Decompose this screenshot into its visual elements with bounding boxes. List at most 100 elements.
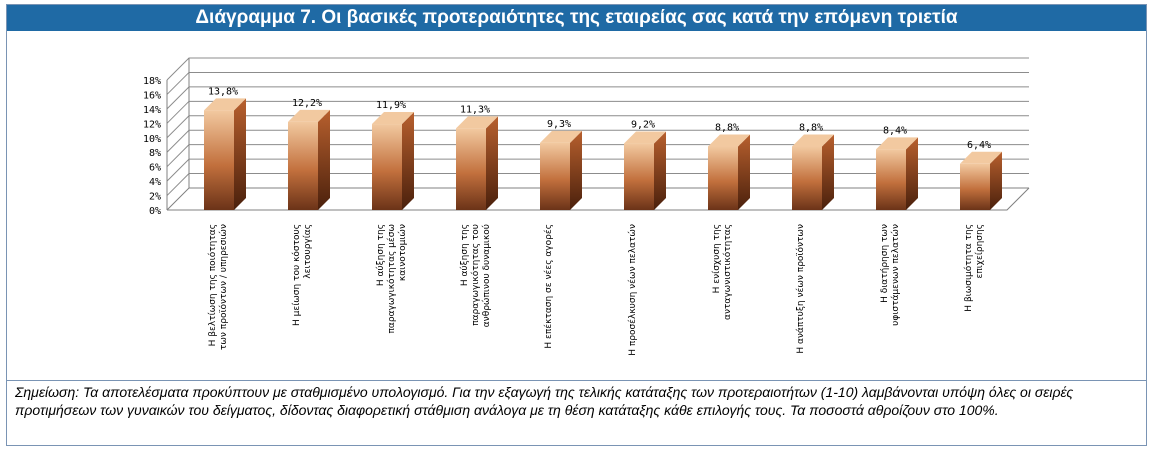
bar-front — [792, 146, 822, 210]
bar-top — [708, 134, 750, 147]
floor-front-edge — [167, 187, 1030, 211]
bar — [456, 116, 498, 210]
category-label: Η αύξηση τηςπαραγωγικότητας τουανθρώπινο… — [459, 224, 492, 327]
y-tick-label: 0% — [149, 206, 161, 217]
bar — [960, 151, 1002, 210]
gridline — [166, 57, 1029, 81]
chart-title: Διάγραμμα 7. Οι βασικές προτεραιότητες τ… — [7, 5, 1146, 31]
note-divider — [7, 380, 1146, 381]
bar-side — [402, 112, 414, 210]
bar-front — [624, 143, 654, 210]
category-label-line: Η επέκταση σε νέες αγορές — [543, 224, 554, 349]
category-label-line: επιχείρησης — [975, 224, 985, 279]
category-label-line: Η ενίσχυση της — [712, 224, 722, 293]
category-label: Η ανάπτυξη νέων προϊόντων — [795, 224, 806, 354]
bar-side — [234, 98, 246, 210]
category-label: Η διατήρηση τωνυφιστάμενων πελατών — [880, 224, 901, 326]
bar-side — [906, 137, 918, 210]
bar — [708, 134, 750, 210]
category-label: Η μείωση του κόστουςλειτουργίας — [291, 224, 313, 326]
bar-top — [876, 137, 918, 150]
value-label: 9,3% — [547, 119, 571, 130]
value-label: 11,9% — [376, 100, 406, 111]
bar-top — [372, 112, 414, 125]
y-axis-ticks: 0% 2% 4% 6% 8% 10% 12% 14% 16% 18% — [143, 76, 161, 217]
y-tick-label: 16% — [143, 90, 161, 101]
y-tick-label: 4% — [149, 177, 161, 188]
gridline — [166, 71, 1029, 95]
category-label-line: παραγωγικότητας του — [470, 224, 481, 326]
bar — [876, 137, 918, 210]
bar-top — [204, 98, 246, 111]
category-label-line: Η μείωση του κόστους — [291, 224, 302, 326]
chart-frame: Διάγραμμα 7. Οι βασικές προτεραιότητες τ… — [6, 4, 1147, 446]
bar — [372, 112, 414, 210]
y-tick-label: 2% — [149, 192, 161, 203]
y-tick-label: 10% — [143, 134, 161, 145]
category-label-line: Η προσέλκυση νέων πελατών — [627, 224, 638, 356]
category-label: Η βιωσιμότητα τηςεπιχείρησης — [963, 224, 985, 312]
bar-front — [708, 146, 738, 210]
bar — [288, 109, 330, 210]
bar-top — [540, 130, 582, 143]
category-label-line: υφιστάμενων πελατών — [890, 224, 901, 326]
y-tick-label: 6% — [149, 163, 161, 174]
category-label-line: Η αύξηση της — [459, 224, 470, 286]
bar-top — [624, 131, 666, 144]
bar-side — [990, 151, 1002, 210]
bar — [204, 98, 246, 210]
category-label-line: Η βιωσιμότητα της — [963, 224, 974, 312]
bar-front — [540, 142, 570, 210]
value-label: 8,8% — [799, 122, 823, 133]
category-label-line: των προϊόντων / υπηρεσιών — [218, 224, 229, 350]
bar-front — [372, 124, 402, 210]
category-label-line: ανταγωνιστικότητας — [722, 224, 733, 320]
category-label-line: καινοτομιών — [397, 224, 408, 281]
bar — [792, 134, 834, 210]
bar-top — [456, 116, 498, 129]
category-label-line: ανθρώπινου δυναμικού — [481, 224, 492, 327]
category-label: Η αύξηση τηςπαραγωγικότητας μέσωκαινοτομ… — [375, 224, 408, 334]
bar-front — [876, 149, 906, 210]
bar-side — [486, 116, 498, 210]
bar-side — [570, 130, 582, 210]
value-label: 8,4% — [883, 125, 907, 136]
bar-chart: 0% 2% 4% 6% 8% 10% 12% 14% 16% 18% 13,8% 12,2% 11,9… — [143, 57, 1030, 356]
bar-top — [288, 109, 330, 122]
y-tick-label: 8% — [149, 148, 161, 159]
bar-top — [792, 134, 834, 147]
category-label-line: Η διατήρηση των — [880, 224, 890, 303]
category-label: Η προσέλκυση νέων πελατών — [627, 224, 638, 356]
category-label-line: λειτουργίας — [303, 224, 313, 279]
bar-front — [204, 110, 234, 210]
bar-side — [318, 109, 330, 210]
category-labels: Η βελτίωση της ποιότηταςτων προϊόντων / … — [207, 224, 985, 356]
bars — [204, 98, 1002, 210]
category-label-line: Η αύξηση της — [375, 224, 386, 286]
value-label: 12,2% — [292, 98, 322, 109]
value-labels: 13,8% 12,2% 11,9% 11,3% 9,3% 9,2% 8,8% 8,8% 8,4%… — [208, 86, 991, 150]
category-label-line: παραγωγικότητας μέσω — [386, 224, 397, 334]
bar-top — [960, 151, 1002, 164]
y-tick-label: 14% — [143, 105, 161, 116]
bar-side — [738, 134, 750, 210]
category-label: Η ενίσχυση τηςανταγωνιστικότητας — [712, 224, 733, 320]
bar-side — [654, 131, 666, 210]
grid-lines — [166, 57, 1030, 211]
value-label: 6,4% — [967, 140, 991, 151]
value-label: 13,8% — [208, 86, 238, 97]
category-label: Η βελτίωση της ποιότηταςτων προϊόντων / … — [207, 224, 229, 350]
bar-front — [288, 121, 318, 210]
category-label-line: Η ανάπτυξη νέων προϊόντων — [795, 224, 806, 354]
footnote: Σημείωση: Τα αποτελέσματα προκύπτουν με … — [15, 384, 1074, 418]
y-tick-label: 12% — [143, 119, 161, 130]
bar-front — [960, 163, 990, 210]
category-label-line: Η βελτίωση της ποιότητας — [207, 224, 218, 346]
bar-front — [456, 128, 486, 210]
value-label: 9,2% — [631, 120, 655, 131]
value-label: 8,8% — [715, 122, 739, 133]
category-label: Η επέκταση σε νέες αγορές — [543, 224, 554, 349]
bar-side — [822, 134, 834, 210]
y-tick-label: 18% — [143, 76, 161, 87]
bar — [540, 130, 582, 210]
